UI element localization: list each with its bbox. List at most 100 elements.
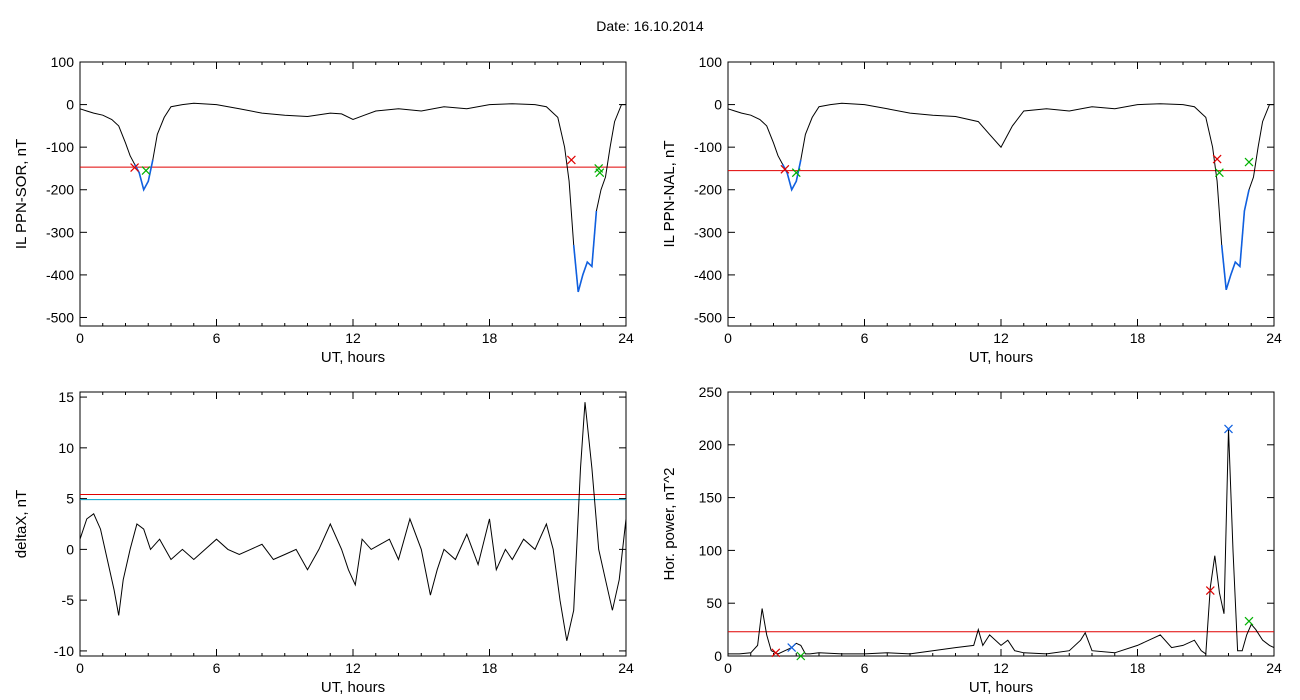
series-line (79, 102, 626, 293)
page-title: Date: 16.10.2014 (596, 18, 704, 34)
y-tick-label: -100 (46, 139, 74, 155)
x-tick-label: 0 (724, 330, 732, 346)
x-tick-label: 18 (482, 660, 498, 676)
y-tick-label: 0 (66, 541, 74, 557)
marker-stroke (595, 168, 605, 178)
highlight-segment (1220, 189, 1250, 291)
marker-stroke (141, 166, 151, 176)
event-marker-red (1212, 154, 1222, 164)
y-tick-label: 5 (66, 491, 74, 507)
x-tick-label: 6 (861, 330, 869, 346)
plot-frame (79, 61, 627, 327)
chart-ppn-nal: 0 6 12 18 24 100 0 -100 -200 -300 -400 -500 UT, hour… (661, 54, 1282, 366)
x-tick-label: 0 (724, 660, 732, 676)
plot-frame (727, 61, 1275, 327)
x-axis-title: UT, hours (969, 679, 1033, 696)
x-tick-label: 12 (345, 660, 361, 676)
event-marker-red (566, 155, 576, 165)
event-marker-blue (787, 643, 797, 652)
y-tick-label: 150 (699, 490, 723, 506)
y-tick-label: -200 (694, 182, 722, 198)
event-marker-green (1244, 616, 1254, 626)
y-tick-label: -500 (694, 309, 722, 325)
y-tick-label: -400 (694, 267, 722, 283)
event-marker-green (1214, 168, 1224, 178)
series-line (727, 102, 1274, 290)
x-axis-title: UT, hours (321, 679, 385, 696)
x-axis-title: UT, hours (321, 349, 385, 366)
y-tick-label: -300 (46, 224, 74, 240)
plot-frame (79, 391, 627, 657)
y-tick-label: -200 (46, 182, 74, 198)
y-tick-label: -400 (46, 267, 74, 283)
y-tick-label: -500 (46, 309, 74, 325)
event-marker-green (791, 168, 801, 178)
marker-stroke (1224, 424, 1233, 434)
x-tick-label: 6 (861, 660, 869, 676)
marker-stroke (780, 164, 790, 174)
y-tick-label: -300 (694, 224, 722, 240)
marker-stroke (1212, 154, 1222, 164)
marker-stroke (130, 163, 140, 173)
x-axis-title: UT, hours (969, 349, 1033, 366)
y-tick-label: -5 (62, 592, 75, 608)
event-marker-green (1244, 157, 1254, 167)
y-axis-title: Hor. power, nT^2 (661, 468, 678, 581)
y-tick-label: 100 (51, 54, 75, 70)
y-axis-title: IL PPN-NAL, nT (661, 141, 678, 248)
marker-stroke (1244, 616, 1254, 626)
series-line (728, 428, 1275, 655)
event-marker-red (771, 648, 781, 658)
x-tick-label: 12 (993, 660, 1009, 676)
marker-stroke (771, 648, 781, 658)
chart-deltax: 0 6 12 18 24 15 10 5 0 -5 -10 UT, hours deltaX, nT (13, 389, 634, 696)
y-tick-label: 100 (699, 542, 723, 558)
event-marker-red (1205, 586, 1215, 595)
plot-frame (727, 391, 1275, 657)
x-tick-label: 18 (1130, 330, 1146, 346)
x-tick-label: 24 (618, 330, 634, 346)
y-axis-title: deltaX, nT (13, 490, 30, 558)
marker-stroke (1205, 586, 1215, 595)
y-tick-label: 50 (706, 595, 722, 611)
x-tick-label: 24 (618, 660, 634, 676)
marker-stroke (1214, 168, 1224, 178)
chart-ppn-sor: 0 6 12 18 24 100 0 -100 -200 -300 -400 -500 UT, hour… (13, 54, 634, 366)
x-tick-label: 0 (76, 330, 84, 346)
event-marker-blue (1224, 424, 1233, 434)
y-tick-label: 10 (58, 440, 74, 456)
x-tick-label: 12 (993, 330, 1009, 346)
x-tick-label: 12 (345, 330, 361, 346)
event-marker-red (130, 163, 140, 173)
y-tick-label: 0 (66, 97, 74, 113)
y-tick-label: 250 (699, 384, 723, 400)
marker-stroke (787, 643, 797, 652)
x-tick-label: 24 (1266, 330, 1282, 346)
y-tick-label: 100 (699, 54, 723, 70)
marker-stroke (594, 164, 604, 173)
x-tick-label: 18 (1130, 660, 1146, 676)
y-tick-label: 0 (714, 97, 722, 113)
event-marker-green (595, 168, 605, 178)
marker-stroke (791, 168, 801, 178)
y-tick-label: 0 (714, 648, 722, 664)
series-line (79, 402, 627, 641)
marker-stroke (566, 155, 576, 165)
y-tick-label: -100 (694, 139, 722, 155)
event-marker-red (780, 164, 790, 174)
x-tick-label: 18 (482, 330, 498, 346)
y-tick-label: 15 (58, 389, 74, 405)
y-axis-title: IL PPN-SOR, nT (13, 139, 30, 249)
x-tick-label: 0 (76, 660, 84, 676)
y-tick-label: 200 (699, 437, 723, 453)
event-marker-green (796, 651, 806, 661)
x-tick-label: 6 (213, 330, 221, 346)
y-tick-label: -10 (54, 643, 74, 659)
x-tick-label: 6 (213, 660, 221, 676)
highlight-segment (572, 210, 598, 293)
chart-hor-power: 0 6 12 18 24 250 200 150 100 50 0 UT, hours Hor. pow… (661, 384, 1282, 696)
marker-stroke (796, 651, 806, 661)
marker-stroke (1244, 157, 1254, 167)
event-marker-green (141, 166, 151, 176)
